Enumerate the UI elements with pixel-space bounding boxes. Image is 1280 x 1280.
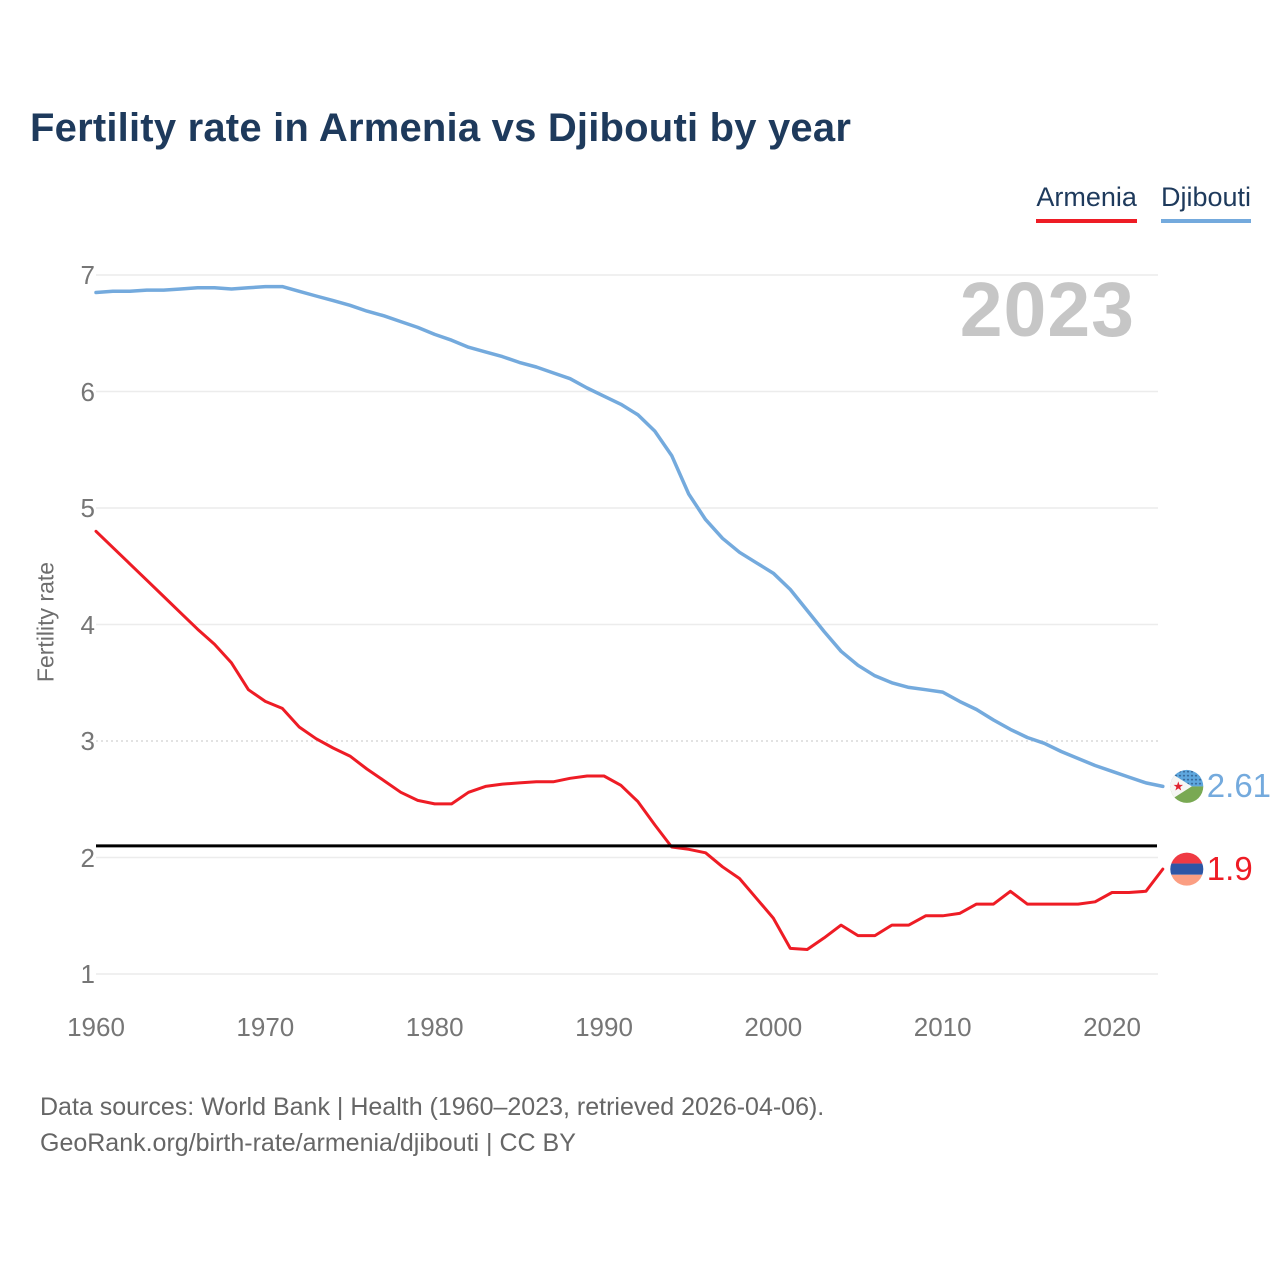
armenia-end-value: 1.9 xyxy=(1206,850,1253,888)
y-tick-1: 1 xyxy=(80,959,95,989)
armenia-line xyxy=(94,529,1165,951)
djibouti-line xyxy=(94,284,1165,789)
x-tick-1970: 1970 xyxy=(236,1012,295,1042)
y-tick-5: 5 xyxy=(80,493,95,523)
armenia-flag-icon xyxy=(1170,852,1204,886)
gridlines xyxy=(96,274,1158,975)
x-tick-2000: 2000 xyxy=(744,1012,803,1042)
x-tick-1980: 1980 xyxy=(405,1012,464,1042)
djibouti-flag-icon xyxy=(1170,769,1204,803)
y-tick-2: 2 xyxy=(80,842,95,873)
attribution-text: GeoRank.org/birth-rate/armenia/djibouti … xyxy=(40,1129,576,1157)
data-sources-text: Data sources: World Bank | Health (1960–… xyxy=(40,1093,825,1121)
legend-item-djibouti[interactable]: Djibouti xyxy=(1160,182,1251,223)
year-watermark: 2023 xyxy=(959,267,1135,353)
x-tick-2020: 2020 xyxy=(1083,1012,1141,1042)
page-title: Fertility rate in Armenia vs Djibouti by… xyxy=(30,106,852,150)
x-tick-2010: 2010 xyxy=(913,1012,972,1042)
star-icon xyxy=(1173,781,1184,791)
x-tick-1990: 1990 xyxy=(575,1012,633,1042)
x-tick-1960: 1960 xyxy=(67,1012,125,1042)
legend: Armenia Djibouti xyxy=(1036,182,1251,223)
y-tick-3: 3 xyxy=(80,726,95,756)
y-tick-7: 7 xyxy=(80,260,95,290)
y-tick-4: 4 xyxy=(80,609,95,640)
series-lines xyxy=(94,284,1165,951)
y-tick-6: 6 xyxy=(80,376,95,407)
footer: Data sources: World Bank | Health (1960–… xyxy=(40,1089,824,1161)
legend-item-armenia[interactable]: Armenia xyxy=(1036,182,1137,223)
djibouti-end-value: 2.61 xyxy=(1206,767,1272,805)
